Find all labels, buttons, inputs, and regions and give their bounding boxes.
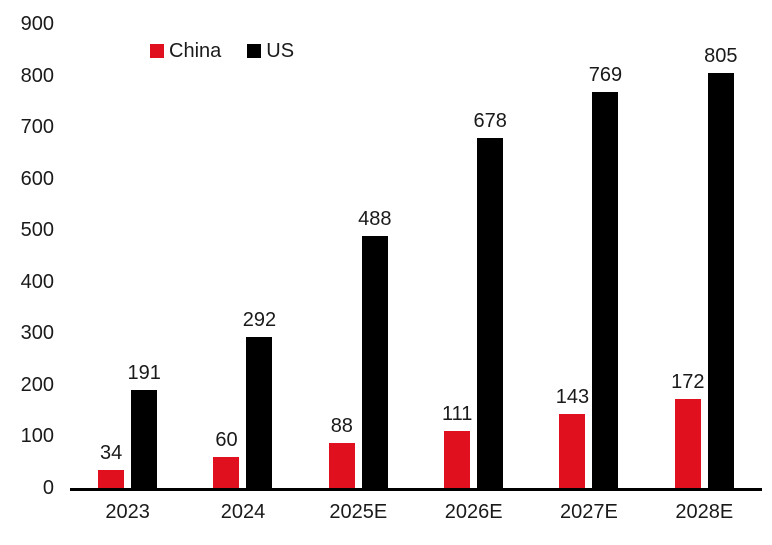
bar-value-label: 172 bbox=[671, 371, 705, 394]
x-tick-label-2023: 2023 bbox=[105, 501, 150, 523]
x-tick-label-2024: 2024 bbox=[220, 501, 266, 523]
legend-swatch-icon bbox=[150, 44, 164, 58]
bar-china-2024: 60 bbox=[213, 430, 240, 488]
bar-value-label: 111 bbox=[441, 402, 473, 425]
bar-value-label: 60 bbox=[215, 429, 238, 452]
x-tick-label-2025e: 2025E bbox=[329, 501, 388, 523]
x-tick-label-2027e: 2027E bbox=[560, 501, 618, 523]
bar-us-2026e: 678 bbox=[473, 111, 507, 488]
bar-value-label: 191 bbox=[127, 361, 161, 384]
bar-value-label: 678 bbox=[473, 110, 507, 133]
bar-china-2026e: 111 bbox=[442, 404, 472, 488]
y-tick-label: 900 bbox=[20, 13, 54, 35]
bar-china-2028e: 172 bbox=[671, 372, 704, 488]
y-tick-label: 300 bbox=[20, 322, 54, 345]
bar-us-2028e: 805 bbox=[704, 46, 737, 488]
y-tick-label: 0 bbox=[42, 477, 54, 499]
y-tick-label: 700 bbox=[20, 116, 54, 139]
bar-value-label: 488 bbox=[358, 208, 392, 231]
bar-group-2028e: 172 805 bbox=[647, 24, 762, 488]
bar-group-2025e: 88 488 bbox=[301, 24, 416, 488]
legend-item-us: US bbox=[247, 41, 294, 61]
y-tick-label: 100 bbox=[20, 425, 54, 448]
bar-value-label: 34 bbox=[100, 442, 123, 465]
plot-area: 34 191 60 292 88 488 111 678 143 769 172 805 bbox=[70, 24, 762, 491]
bar-china-2025e: 88 bbox=[328, 416, 355, 488]
bar-china-2027e: 143 bbox=[556, 387, 589, 488]
legend-item-china: China bbox=[150, 41, 221, 61]
y-tick-label: 400 bbox=[20, 270, 54, 293]
bar-group-2024: 60 292 bbox=[185, 24, 300, 488]
bar-value-label: 143 bbox=[555, 386, 590, 409]
x-tick-label-2026e: 2026E bbox=[444, 501, 503, 523]
legend-label: US bbox=[266, 40, 295, 62]
y-tick-label: 500 bbox=[20, 219, 54, 242]
bar-value-label: 88 bbox=[330, 414, 353, 437]
legend-label: China bbox=[169, 40, 222, 62]
bar-us-2025e: 488 bbox=[358, 209, 392, 488]
y-tick-label: 200 bbox=[20, 373, 54, 396]
y-tick-label: 800 bbox=[20, 64, 54, 87]
bar-us-2027e: 769 bbox=[589, 65, 622, 488]
bar-value-label: 805 bbox=[704, 44, 738, 67]
bar-china-2023: 34 bbox=[98, 443, 125, 488]
bar-us-2023: 191 bbox=[127, 363, 161, 488]
x-axis-tick-labels: 2023 2024 2025E 2026E 2027E 2028E bbox=[70, 500, 762, 524]
bar-group-2026e: 111 678 bbox=[416, 24, 531, 488]
bar-value-label: 292 bbox=[242, 309, 277, 332]
bar-group-2023: 34 191 bbox=[70, 24, 185, 488]
bar-value-label: 769 bbox=[588, 63, 623, 86]
y-tick-label: 600 bbox=[20, 167, 54, 190]
chart-legend: China US bbox=[150, 41, 294, 61]
x-tick-label-2028e: 2028E bbox=[675, 501, 734, 523]
bar-group-2027e: 143 769 bbox=[531, 24, 646, 488]
bar-us-2024: 292 bbox=[243, 310, 276, 488]
legend-swatch-icon bbox=[247, 44, 262, 58]
